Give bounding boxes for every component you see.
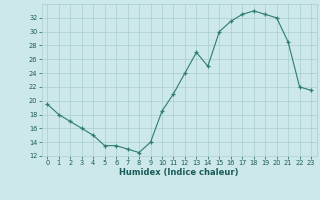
X-axis label: Humidex (Indice chaleur): Humidex (Indice chaleur) [119, 168, 239, 177]
